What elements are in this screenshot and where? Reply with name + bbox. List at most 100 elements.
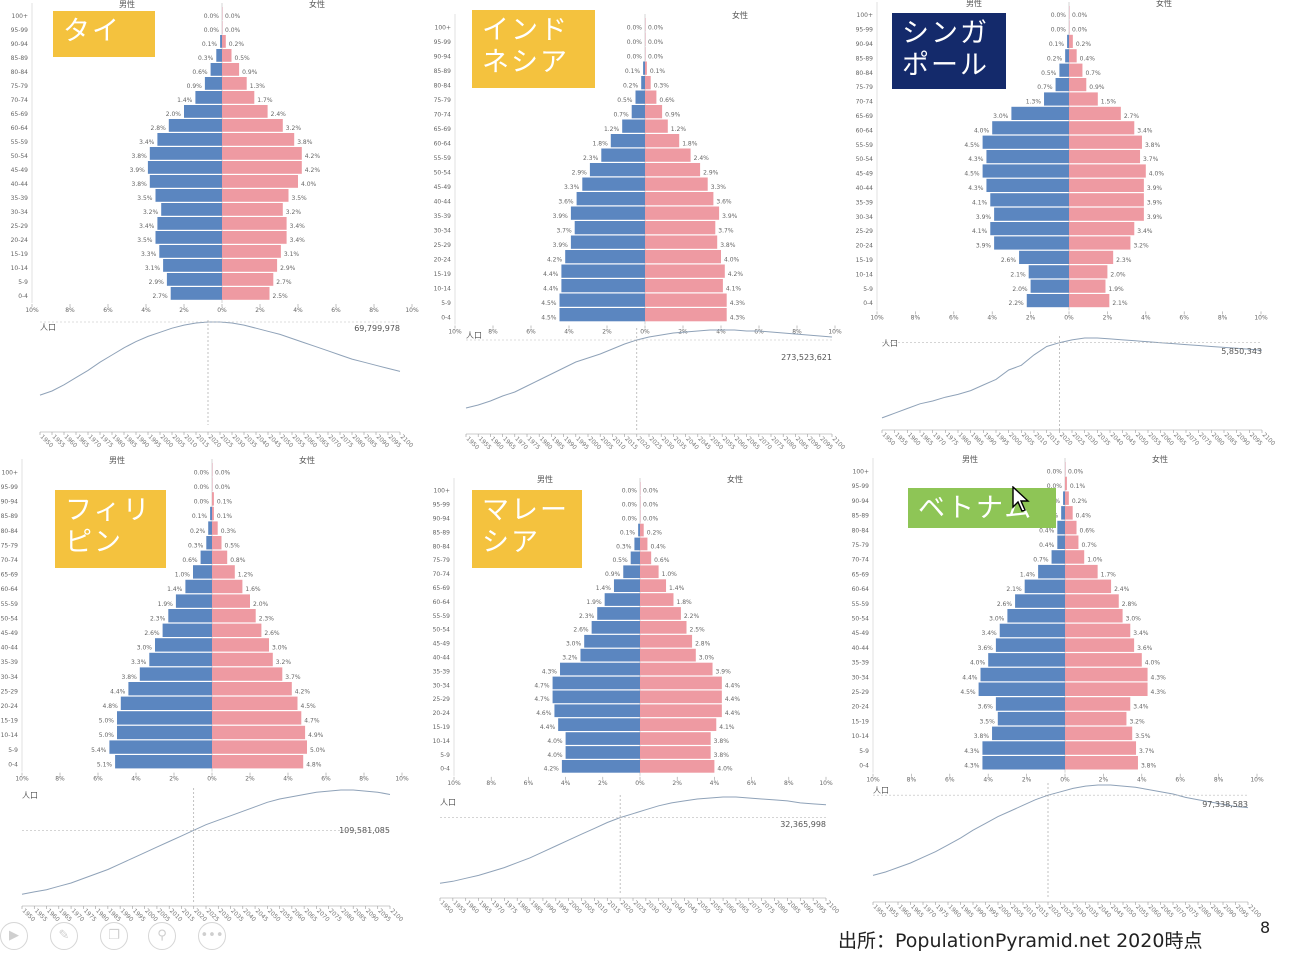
male-value-label: 0.5% — [617, 97, 633, 104]
female-label: 女性 — [299, 455, 315, 465]
female-value-label: 0.2% — [647, 529, 663, 536]
x-tick-label: 2% — [179, 307, 189, 314]
female-bar — [1065, 506, 1073, 520]
female-bar — [212, 638, 269, 652]
male-bar — [994, 207, 1069, 221]
year-tick-label: 1950 — [439, 899, 455, 915]
male-value-label: 4.5% — [541, 314, 557, 321]
population-value: 273,523,621 — [781, 353, 832, 362]
x-tick-label: 6% — [754, 329, 764, 336]
male-bar — [990, 193, 1069, 207]
female-value-label: 4.9% — [308, 732, 324, 739]
male-bar — [1038, 564, 1065, 579]
female-value-label: 1.9% — [1108, 286, 1124, 293]
male-value-label: 2.6% — [997, 601, 1013, 608]
male-value-label: 3.4% — [139, 139, 155, 146]
year-tick-label: 2025 — [1071, 431, 1087, 447]
female-bar — [1069, 63, 1083, 77]
female-label: 女性 — [732, 10, 748, 20]
male-value-label: 4.5% — [964, 142, 980, 149]
year-tick-label: 2060 — [1147, 903, 1163, 919]
male-bar — [576, 192, 645, 206]
country-label: ベトナム — [908, 488, 1056, 528]
age-group-label: 90-94 — [856, 41, 874, 48]
male-value-label: 4.5% — [960, 689, 976, 696]
age-group-label: 100+ — [857, 12, 873, 19]
copy-icon[interactable]: ❐ — [100, 922, 128, 950]
female-value-label: 0.1% — [217, 499, 233, 506]
x-tick-label: 6% — [524, 780, 534, 787]
age-group-label: 0-4 — [8, 761, 18, 768]
male-value-label: 0.0% — [1051, 27, 1067, 34]
year-tick-label: 2000 — [997, 903, 1013, 919]
female-value-label: 0.0% — [215, 484, 231, 491]
female-bar — [222, 35, 226, 48]
zoom-icon[interactable]: ⚲ — [148, 922, 176, 950]
male-bar — [155, 231, 222, 244]
country-label: タイ — [53, 11, 155, 57]
year-tick-label: 2060 — [1159, 431, 1175, 447]
pen-icon[interactable]: ✎ — [50, 922, 78, 950]
year-tick-label: 2075 — [760, 899, 776, 915]
age-group-label: 20-24 — [434, 256, 452, 263]
year-tick-label: 2040 — [1097, 903, 1113, 919]
year-tick-label: 1960 — [906, 431, 922, 447]
female-bar — [212, 623, 262, 637]
play-icon[interactable]: ▶ — [0, 922, 28, 950]
male-value-label: 3.9% — [130, 167, 146, 174]
female-bar — [222, 245, 281, 258]
female-bar — [222, 161, 302, 174]
female-label: 女性 — [309, 0, 325, 9]
female-bar — [640, 718, 717, 731]
female-value-label: 3.4% — [290, 223, 306, 230]
country-label: フィリ ピン — [55, 490, 166, 568]
x-tick-label: 4% — [141, 307, 151, 314]
female-bar — [640, 634, 693, 648]
female-value-label: 0.0% — [643, 502, 659, 509]
male-bar — [139, 667, 212, 681]
female-value-label: 0.0% — [225, 27, 241, 34]
x-tick-label: 6% — [331, 307, 341, 314]
female-bar — [222, 217, 287, 230]
female-value-label: 0.0% — [1072, 12, 1088, 19]
male-value-label: 4.1% — [972, 199, 988, 206]
age-group-label: 95-99 — [11, 27, 29, 34]
age-group-label: 5-9 — [440, 752, 450, 759]
female-bar — [640, 746, 711, 759]
female-bar — [212, 492, 214, 506]
female-value-label: 3.4% — [1133, 630, 1149, 637]
male-value-label: 2.7% — [152, 293, 168, 300]
year-tick-label: 1965 — [919, 431, 935, 447]
male-value-label: 0.7% — [613, 111, 629, 118]
age-group-label: 15-19 — [856, 257, 874, 264]
x-tick-label: 8% — [792, 329, 802, 336]
pyramid-chart-6: 男性女性100+0.0%0.0%95-990.0%0.1%90-940.1%0.… — [852, 454, 1264, 784]
x-tick-label: 4% — [983, 777, 993, 784]
male-value-label: 4.7% — [534, 682, 550, 689]
male-value-label: 1.8% — [593, 140, 609, 147]
male-bar — [204, 77, 222, 90]
male-value-label: 3.0% — [993, 113, 1009, 120]
male-value-label: 2.3% — [579, 613, 595, 620]
female-bar — [1065, 741, 1137, 755]
female-bar — [222, 91, 255, 104]
female-bar — [212, 652, 273, 667]
male-value-label: 0.0% — [1051, 12, 1067, 19]
more-icon[interactable]: ••• — [198, 922, 226, 950]
age-group-label: 80-84 — [1, 528, 19, 535]
male-value-label: 2.0% — [1012, 286, 1028, 293]
age-group-label: 55-59 — [1, 601, 19, 608]
x-tick-label: 10% — [405, 307, 419, 314]
female-value-label: 3.7% — [285, 674, 301, 681]
year-tick-label: 2100 — [1261, 431, 1277, 447]
male-value-label: 1.9% — [158, 601, 174, 608]
female-bar — [212, 682, 292, 696]
female-value-label: 0.6% — [659, 97, 675, 104]
male-value-label: 4.6% — [536, 710, 552, 717]
female-bar — [1069, 135, 1142, 149]
male-value-label: 2.2% — [1009, 300, 1025, 307]
female-bar — [640, 760, 715, 773]
male-bar — [982, 164, 1069, 178]
male-bar — [641, 76, 645, 90]
male-bar — [155, 189, 222, 202]
